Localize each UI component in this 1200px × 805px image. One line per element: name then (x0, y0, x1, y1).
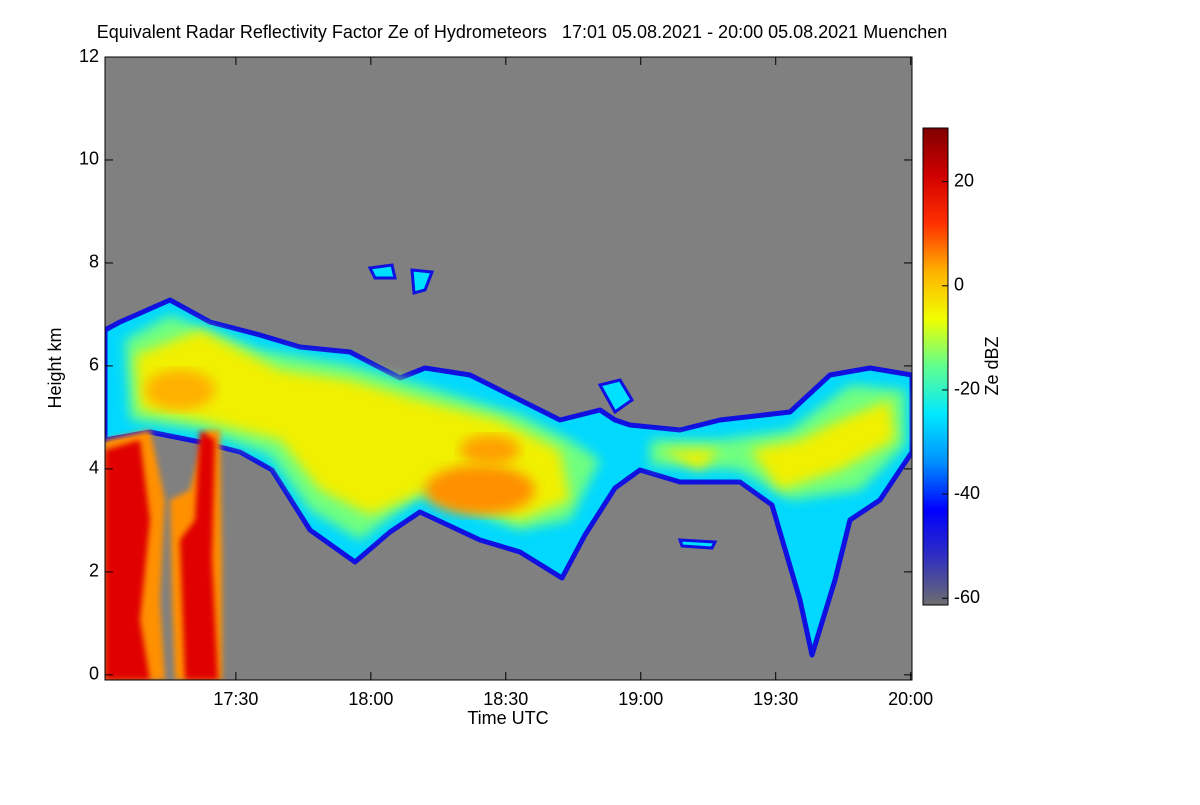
y-tick-label: 2 (89, 561, 99, 581)
y-tick-label: 4 (89, 458, 99, 478)
x-tick-label: 17:30 (213, 689, 258, 709)
colorbar-tick-label: -40 (954, 483, 980, 503)
colorbar-tick-label: -20 (954, 379, 980, 399)
echo-region (367, 263, 718, 550)
precip-shaft (105, 430, 218, 680)
colorbar-label: Ze dBZ (982, 336, 1002, 395)
echo-core (145, 370, 215, 410)
echo-region (135, 330, 895, 520)
x-tick-label: 18:00 (348, 689, 393, 709)
x-tick-label: 19:00 (618, 689, 663, 709)
x-tick-label: 20:00 (888, 689, 933, 709)
echo-core (425, 465, 535, 515)
y-tick-label: 0 (89, 664, 99, 684)
y-tick-label: 6 (89, 355, 99, 375)
chart-title: Equivalent Radar Reflectivity Factor Ze … (97, 22, 948, 42)
y-axis-label: Height km (45, 327, 65, 408)
colorbar-tick-label: 20 (954, 170, 974, 190)
colorbar (922, 127, 949, 606)
colorbar-tick-label: 0 (954, 275, 964, 295)
colorbar-tick-label: -60 (954, 587, 980, 607)
echo-field (105, 263, 912, 680)
x-tick-label: 18:30 (483, 689, 528, 709)
y-tick-label: 8 (89, 252, 99, 272)
y-tick-label: 12 (79, 46, 99, 66)
x-axis-label: Time UTC (467, 708, 548, 728)
plot-frame (104, 56, 913, 681)
y-tick-label: 10 (79, 149, 99, 169)
echo-core (460, 435, 520, 465)
x-tick-label: 19:30 (753, 689, 798, 709)
